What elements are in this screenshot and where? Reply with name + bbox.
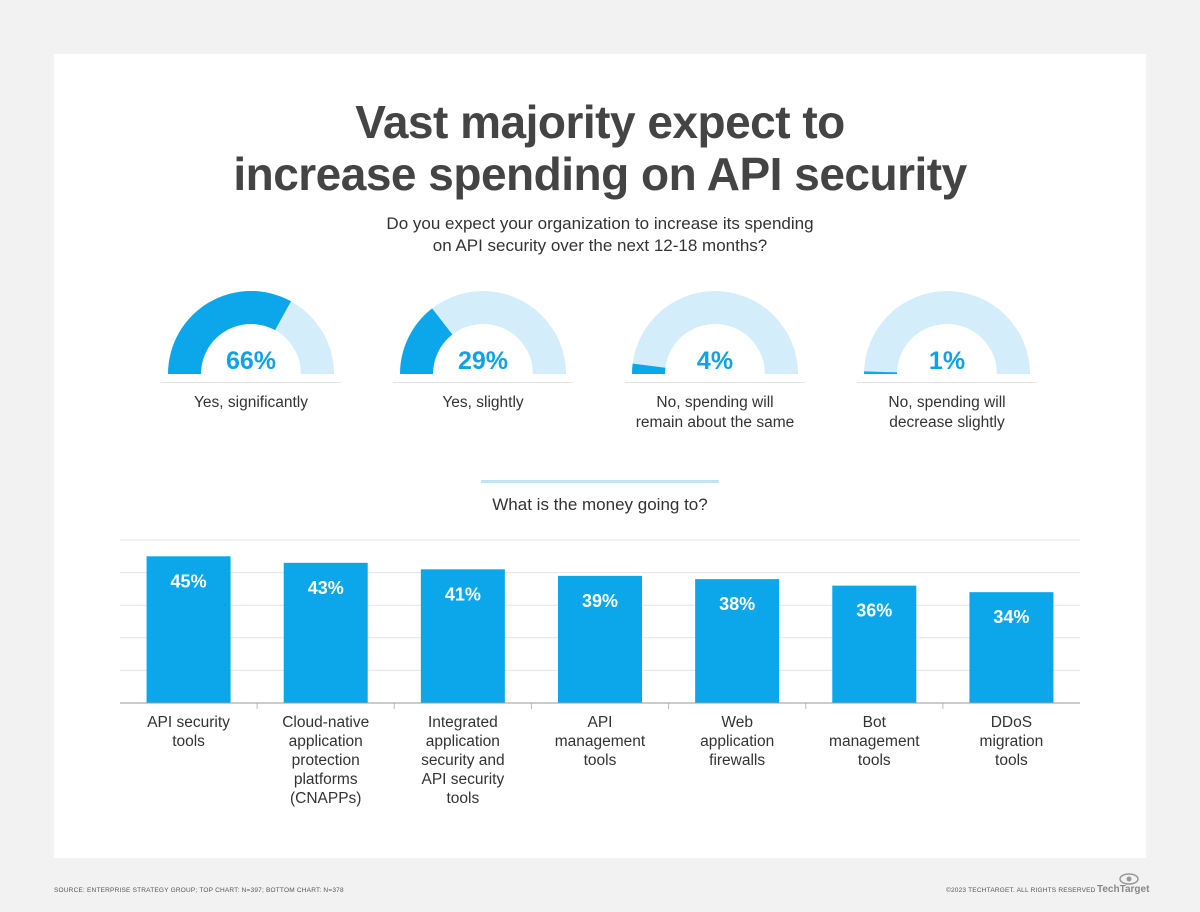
bar-value-label: 43% [308,578,344,598]
bar [695,579,780,703]
bar-value-label: 34% [993,607,1029,627]
gauge-1: 66% Yes, significantly [161,288,341,448]
category-label: tools [446,790,479,807]
bar [283,562,368,703]
bar-value-label: 36% [856,601,892,621]
gauge-label-line: Yes, slightly [442,394,524,411]
gauge-label: No, spending will remain about the same [615,393,815,433]
gauge-label: No, spending will decrease slightly [847,393,1047,433]
gauge-label: Yes, slightly [383,393,583,413]
gauge-track [400,291,566,374]
gauge-percent: 29% [457,347,509,375]
category-label: management [829,733,920,750]
category-label: API security [422,771,505,788]
logo-text: TechTarget [1097,884,1150,895]
category-label: API [588,714,613,731]
bar-value-label: 38% [719,594,755,614]
gauge-label-line: remain about the same [635,414,795,431]
gauge-track [632,291,798,374]
gauge-2: 29% Yes, slightly [393,288,573,448]
bar-value-label: 39% [582,591,618,611]
page-title: Vast majority expect to increase spendin… [0,96,1200,200]
category-label: application [426,733,500,750]
category-label: API security [147,714,230,731]
gauge-label-line: decrease slightly [889,414,1005,431]
gauge-percent: 1% [928,347,966,375]
bar [420,569,505,703]
category-label: tools [858,752,891,769]
gauge-baseline [857,382,1037,383]
category-label: migration [980,733,1044,750]
techtarget-logo: TechTarget [1097,873,1150,898]
gauge-label: Yes, significantly [151,393,351,413]
bar-value-label: 45% [171,571,207,591]
gauge-3: 4% No, spending will remain about the same [625,288,805,448]
question-line-2: on API security over the next 12-18 mont… [432,236,768,255]
category-label: security and [421,752,505,769]
gauge-fill [400,308,453,374]
gauge-percent: 4% [696,347,734,375]
gauge-percent: 66% [225,347,277,375]
category-label: application [289,733,363,750]
gauge-baseline [393,382,573,383]
category-label: platforms [294,771,358,788]
gauge-baseline [161,382,341,383]
category-label: Bot [863,714,887,731]
gauge-fill [864,371,898,374]
gauge-track [864,291,1030,374]
source-note: SOURCE: ENTERPRISE STRATEGY GROUP; TOP C… [54,887,344,894]
gauge-label-line: No, spending will [888,394,1006,411]
category-label: Integrated [428,714,498,731]
category-label: tools [172,733,205,750]
gauge-fill [632,363,666,374]
bar-chart: 45% API security tools 43% Cloud-native appli… [120,539,1080,807]
gauge-label-line: No, spending will [656,394,774,411]
infographic-card [54,54,1146,858]
category-label: application [700,733,774,750]
bar [969,592,1054,703]
survey-question: Do you expect your organization to incre… [0,213,1200,257]
gauge-4: 1% No, spending will decrease slightly [857,288,1037,448]
category-label: tools [995,752,1028,769]
gauge-fill [168,291,291,374]
bar [558,575,642,703]
category-label: Cloud-native [282,714,369,731]
category-label: Web [721,714,753,731]
bar [146,556,231,703]
bar-chart-title: What is the money going to? [492,495,708,514]
eye-icon [1119,873,1139,885]
title-line-1: Vast majority expect to [355,96,845,148]
bar [832,585,917,703]
category-label: management [555,733,646,750]
question-line-1: Do you expect your organization to incre… [386,214,814,233]
title-line-2: increase spending on API security [233,148,967,200]
copyright-note: ©2023 TECHTARGET. ALL RIGHTS RESERVED [946,887,1096,894]
category-label: tools [584,752,617,769]
bar-value-label: 41% [445,584,481,604]
category-label: (CNAPPs) [290,790,361,807]
category-label: protection [292,752,360,769]
gauge-baseline [625,382,805,383]
gauge-label-line: Yes, significantly [193,394,309,411]
category-label: DDoS [991,714,1032,731]
section-divider [481,480,719,483]
category-label: firewalls [709,752,765,769]
